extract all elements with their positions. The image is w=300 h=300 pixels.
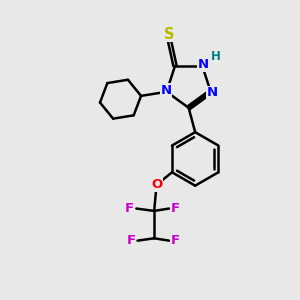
Text: S: S [164,27,175,42]
Text: N: N [206,86,218,100]
Text: F: F [171,234,180,247]
Text: O: O [151,178,162,191]
Text: F: F [126,234,136,247]
Text: F: F [171,202,180,215]
Text: H: H [210,50,220,63]
Text: F: F [125,202,134,215]
Text: N: N [198,58,209,71]
Text: N: N [160,84,172,97]
